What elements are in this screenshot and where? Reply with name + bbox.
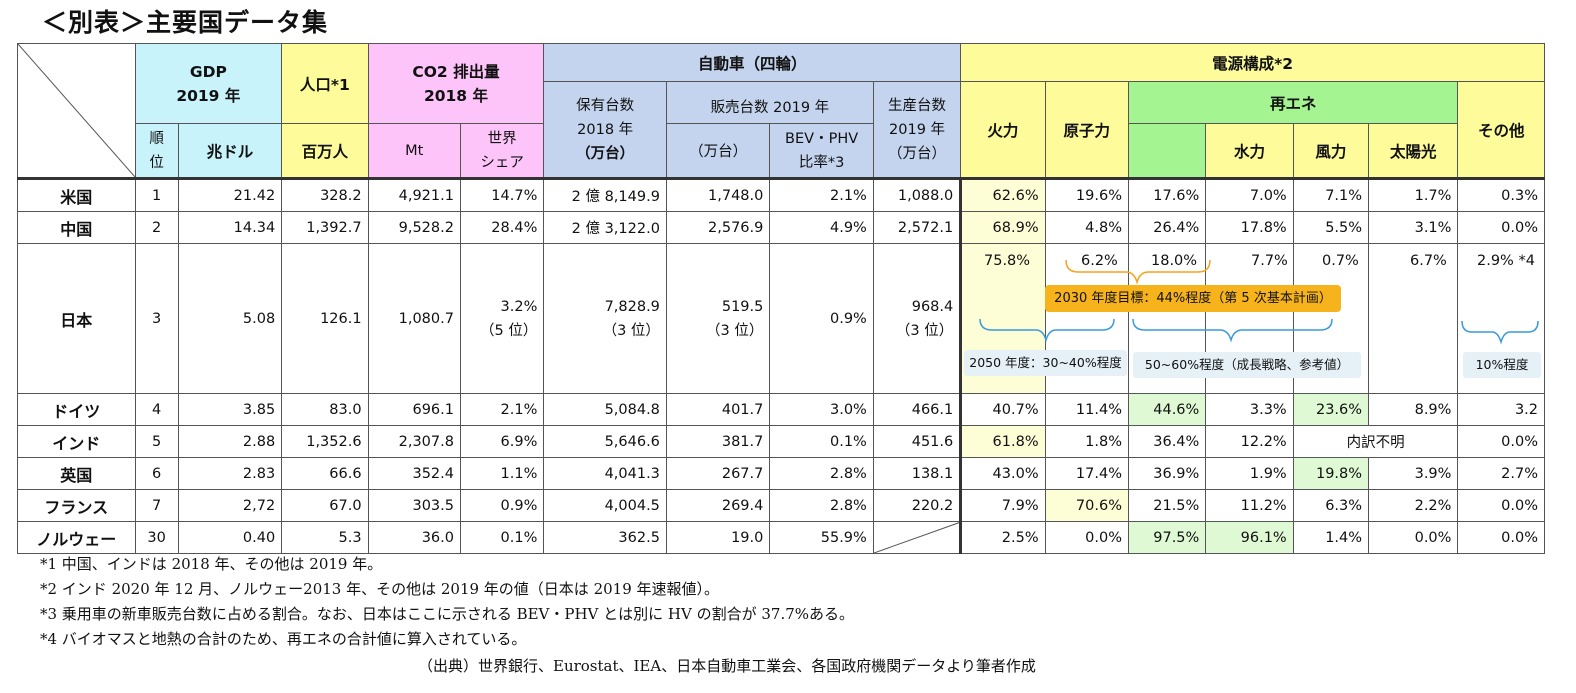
- header-sales-unit: （万台）: [665, 123, 771, 179]
- bracket-2050-thermal: [979, 318, 1115, 343]
- page-title: ＜別表＞主要国データ集: [42, 8, 329, 37]
- header-co2-share: 世界 シェア: [459, 123, 545, 179]
- header-renew: 再エネ: [1127, 81, 1459, 124]
- footnote-4: *4 バイオマスと地熱の合計のため、再エネの合計値に算入されている。: [40, 630, 527, 648]
- header-pop-unit: 百万人: [281, 123, 369, 179]
- bracket-2030: [1065, 259, 1211, 285]
- header-co2-unit: Mt: [367, 123, 461, 179]
- footnote-1: *1 中国、インドは 2018 年、その他は 2019 年。: [40, 555, 383, 573]
- footnote-3: *3 乗用車の新車販売台数に占める割合。なお、日本はここに示される BEV・PH…: [40, 605, 855, 623]
- japan-renew: 18.0%: [1151, 253, 1198, 269]
- header-auto: 自動車（四輪）: [543, 43, 962, 82]
- table-row: ノルウェー 30 0.40 5.3 36.0 0.1% 362.5 19.0 5…: [17, 521, 1545, 554]
- japan-hydro: 7.7%: [1251, 253, 1288, 269]
- header-solar: 太陽光: [1368, 123, 1459, 179]
- bracket-2050-renew: [1132, 318, 1333, 343]
- header-gdp: GDP 2019 年: [134, 43, 283, 124]
- japan-wind: 0.7%: [1322, 253, 1359, 269]
- japan-solar: 6.7%: [1410, 253, 1447, 269]
- table-row: フランス 7 2,72 67.0 303.5 0.9% 4,004.5 269.…: [17, 489, 1545, 522]
- table-row: 米国 1 21.42 328.2 4,921.1 14.7% 2 億 8,149…: [17, 177, 1545, 212]
- table-row: インド 5 2.88 1,352.6 2,307.8 6.9% 5,646.6 …: [17, 425, 1545, 458]
- header-hydro: 水力: [1205, 123, 1294, 179]
- diagonal-line: [874, 522, 960, 553]
- header-thermal: 火力: [960, 81, 1046, 179]
- corner-cell: [17, 43, 136, 179]
- table-row: 英国 6 2.83 66.6 352.4 1.1% 4,041.3 267.7 …: [17, 457, 1545, 490]
- table-row-japan: 日本 3 5.08 126.1 1,080.7 3.2% （5 位） 7,828.…: [17, 243, 1545, 394]
- source-note: （出典）世界銀行、Eurostat、IEA、日本自動車工業会、各国政府機関データ…: [418, 657, 1036, 675]
- bracket-2050-other: [1461, 320, 1539, 345]
- header-sales: 販売台数 2019 年: [665, 81, 874, 124]
- norway-prod-na: [872, 521, 962, 554]
- table-row: 中国 2 14.34 1,392.7 9,528.2 28.4% 2 億 3,1…: [17, 211, 1545, 244]
- header-prod: 生産台数 2019 年（万台）: [872, 81, 962, 179]
- japan-nuclear: 6.2%: [1081, 253, 1118, 269]
- japan-other: 2.9% *4: [1477, 253, 1535, 269]
- header-other: その他: [1457, 81, 1545, 179]
- footnote-2: *2 インド 2020 年 12 月、ノルウェー2013 年、その他は 2019…: [40, 580, 720, 598]
- header-power: 電源構成*2: [960, 43, 1545, 82]
- country-data-table: GDP 2019 年 人口*1 CO2 排出量 2018 年 自動車（四輪） 電源構…: [17, 43, 1545, 554]
- target-2030-box: 2030 年度目標：44%程度（第 5 次基本計画）: [1045, 285, 1341, 312]
- japan-sales: 519.5 （3 位）: [665, 243, 771, 394]
- header-renew-total: [1127, 123, 1207, 179]
- japan-solar-cell: [1368, 243, 1459, 394]
- japan-thermal: 75.8%: [984, 253, 1031, 269]
- target-2050-thermal: 2050 年度：30~40%程度: [964, 350, 1127, 376]
- header-rank: 順位: [134, 123, 179, 179]
- header-wind: 風力: [1292, 123, 1370, 179]
- header-co2: CO2 排出量 2018 年: [367, 43, 545, 124]
- japan-owned: 7,828.9 （3 位）: [543, 243, 667, 394]
- diagonal-line: [18, 44, 135, 177]
- target-2050-other: 10%程度: [1463, 352, 1541, 378]
- japan-share: 3.2% （5 位）: [459, 243, 545, 394]
- target-2050-renew: 50~60%程度（成長戦略、参考値）: [1133, 352, 1361, 378]
- japan-prod: 968.4 （3 位）: [872, 243, 962, 394]
